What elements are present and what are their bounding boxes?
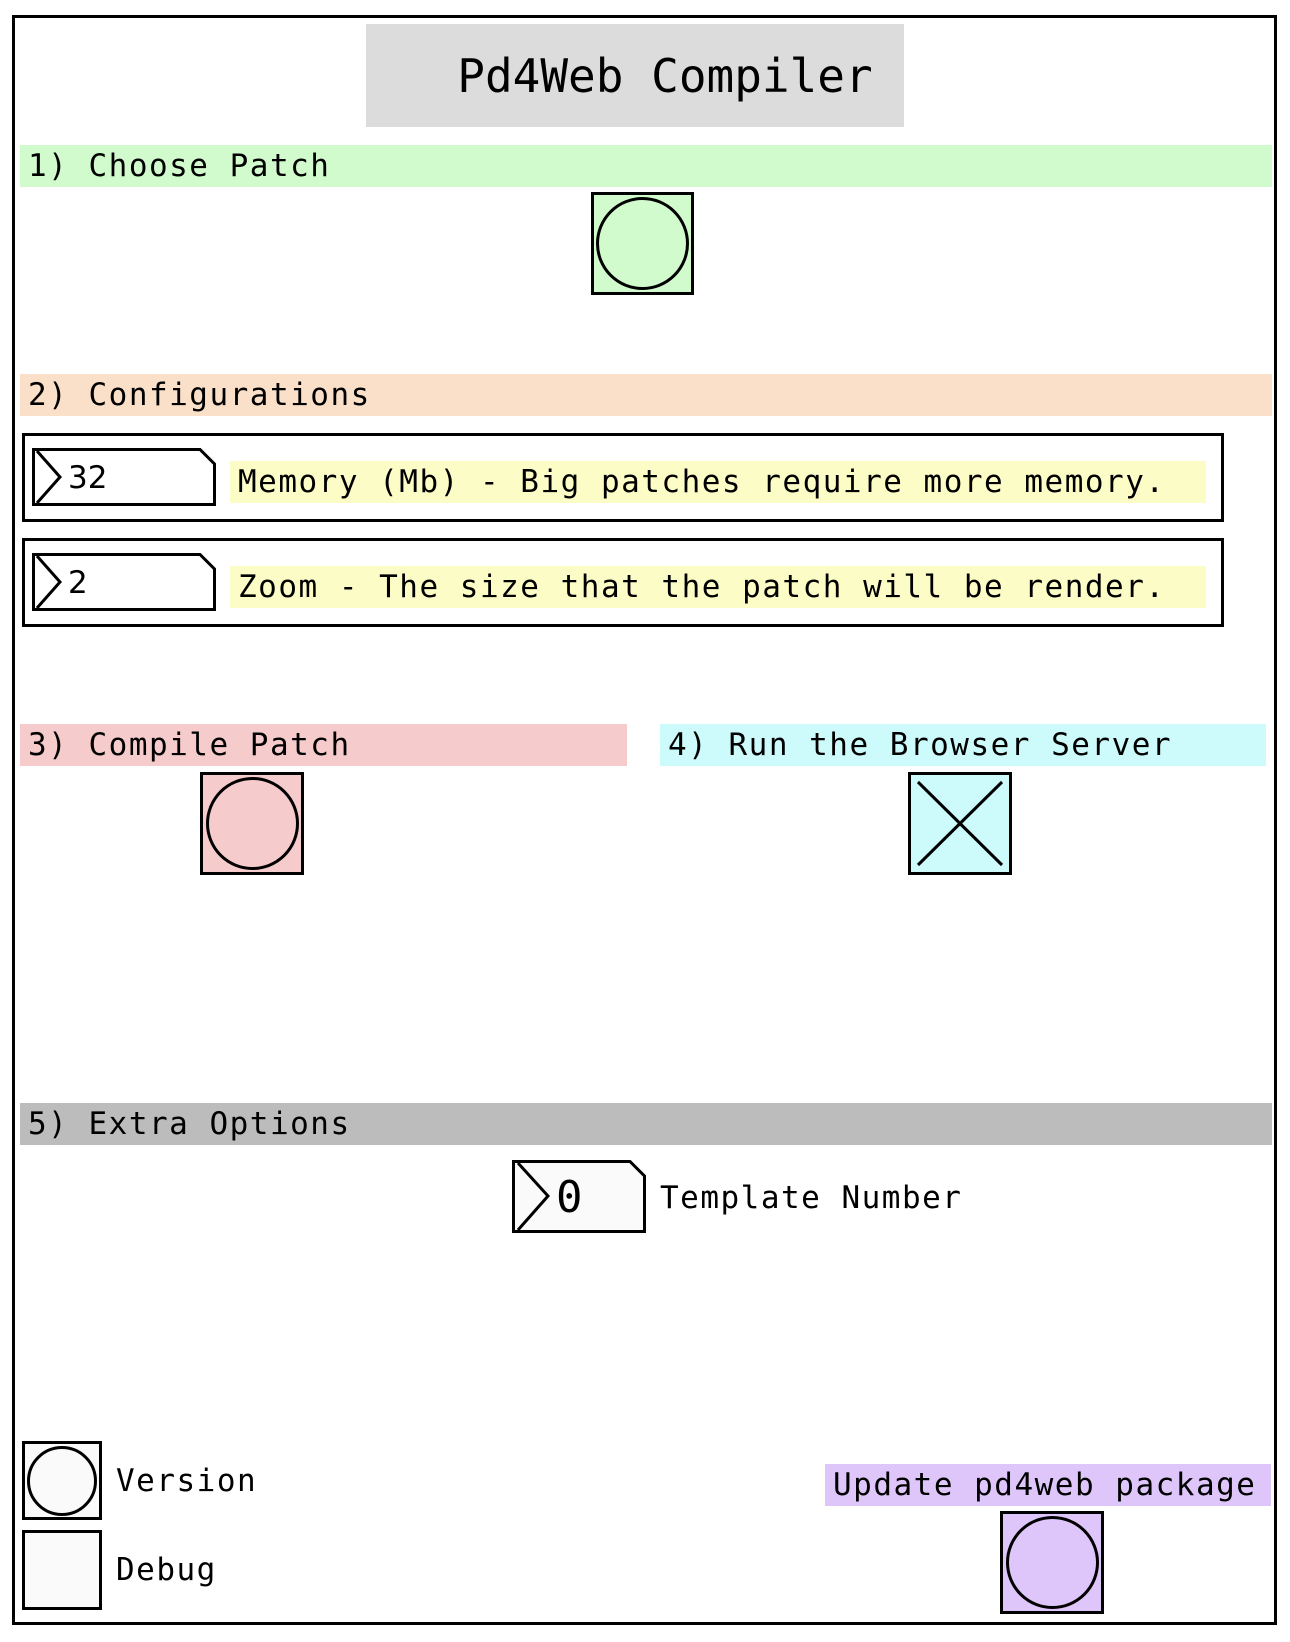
section-choose-patch-label: 1) Choose Patch: [28, 148, 331, 184]
number-box-icon: [32, 553, 216, 611]
zoom-number-box[interactable]: 2: [32, 553, 216, 611]
zoom-config-row: 2 Zoom - The size that the patch will be…: [22, 538, 1224, 627]
toggle-x-icon: [916, 780, 1004, 867]
debug-toggle[interactable]: [22, 1530, 102, 1610]
run-server-toggle[interactable]: [908, 772, 1012, 875]
zoom-value: 2: [68, 565, 88, 601]
update-package-button[interactable]: [1000, 1511, 1104, 1614]
section-run-server-label: 4) Run the Browser Server: [668, 727, 1173, 763]
template-number-label: Template Number: [660, 1180, 963, 1216]
memory-number-box[interactable]: 32: [32, 448, 216, 506]
patch-window: [12, 15, 1277, 1625]
bang-circle-icon: [205, 777, 299, 870]
number-box-icon: [32, 448, 216, 506]
memory-value: 32: [68, 460, 108, 496]
bang-circle-icon: [27, 1445, 97, 1516]
section-extra-options: 5) Extra Options: [20, 1103, 1272, 1145]
debug-label: Debug: [116, 1552, 217, 1588]
section-run-server: 4) Run the Browser Server: [660, 724, 1266, 766]
template-number-box[interactable]: 0: [512, 1160, 646, 1233]
zoom-label-text: Zoom - The size that the patch will be r…: [238, 569, 1166, 605]
memory-label-text: Memory (Mb) - Big patches require more m…: [238, 464, 1166, 500]
memory-config-row: 32 Memory (Mb) - Big patches require mor…: [22, 433, 1224, 522]
zoom-label: Zoom - The size that the patch will be r…: [230, 566, 1206, 608]
section-extra-options-label: 5) Extra Options: [28, 1106, 351, 1142]
bang-circle-icon: [1005, 1516, 1099, 1609]
page-title: Pd4Web Compiler: [457, 48, 873, 103]
update-package-label-text: Update pd4web package: [833, 1467, 1257, 1503]
section-configurations-label: 2) Configurations: [28, 377, 371, 413]
choose-patch-button[interactable]: [591, 192, 694, 295]
memory-label: Memory (Mb) - Big patches require more m…: [230, 461, 1206, 503]
version-label: Version: [116, 1463, 258, 1499]
bang-circle-icon: [596, 197, 689, 290]
title-box: Pd4Web Compiler: [366, 24, 904, 127]
section-choose-patch: 1) Choose Patch: [20, 145, 1272, 187]
template-value: 0: [556, 1172, 583, 1223]
section-compile-patch-label: 3) Compile Patch: [28, 727, 351, 763]
section-compile-patch: 3) Compile Patch: [20, 724, 627, 766]
section-configurations: 2) Configurations: [20, 374, 1272, 416]
compile-patch-button[interactable]: [200, 772, 304, 875]
number-box-icon: [512, 1160, 646, 1233]
version-button[interactable]: [22, 1441, 102, 1520]
update-package-label: Update pd4web package: [825, 1464, 1271, 1506]
